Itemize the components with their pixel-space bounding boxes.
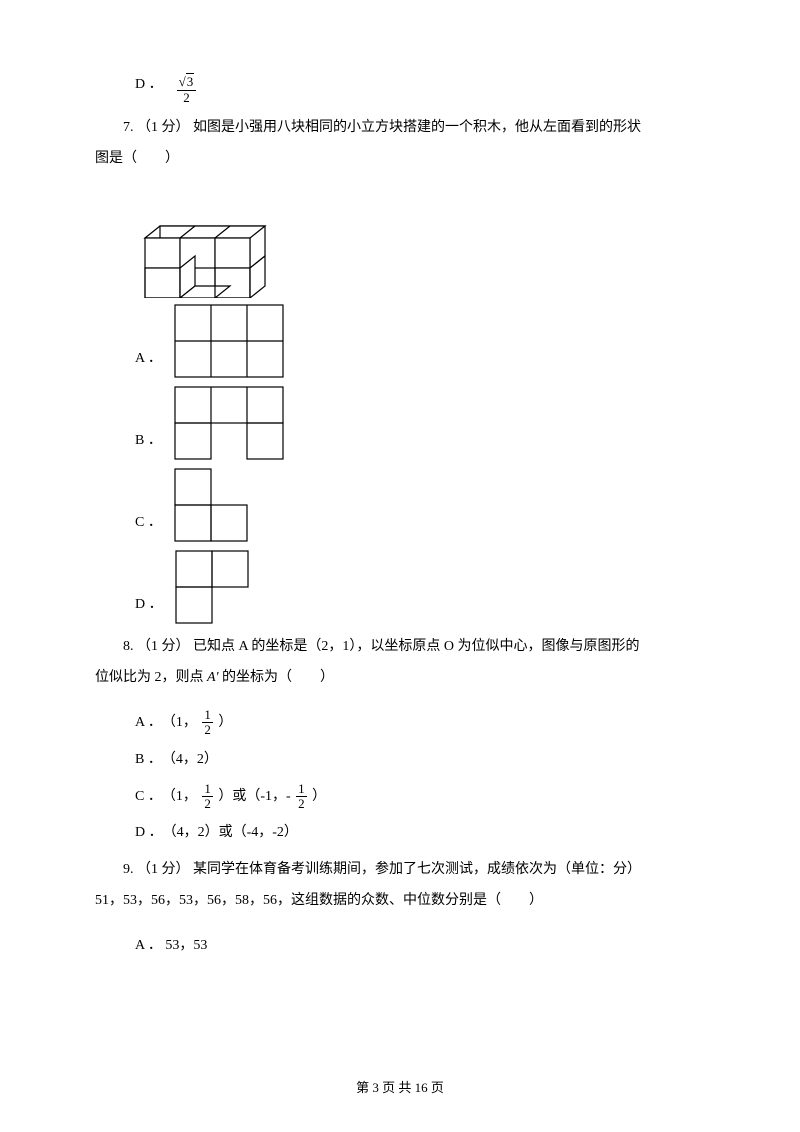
q7-figure xyxy=(95,188,705,298)
q7-text: 如图是小强用八块相同的小立方块搭建的一个积木，他从左面看到的形状 xyxy=(193,120,641,135)
q8-option-c: C ． （1， 12 ）或（-1，- 12 ） xyxy=(95,782,705,813)
q8-optC-3: ） xyxy=(312,789,326,804)
q6-optD-label: D ． xyxy=(135,70,163,105)
q7-optB-grid xyxy=(174,386,284,460)
q8-text1: 已知点 A 的坐标是（2，1），以坐标原点 O 为位似中心，图像与原图形的 xyxy=(193,639,639,654)
q9-stem-line1: 9. （1 分） 某同学在体育备考训练期间，参加了七次测试，成绩依次为（单位：分… xyxy=(95,855,705,886)
q7-optD-grid xyxy=(175,550,249,624)
q9-option-a: A ． 53，53 xyxy=(95,931,705,962)
q8-option-a: A ． （1， 12 ） xyxy=(95,708,705,739)
q8-aprime: A' xyxy=(207,670,219,685)
q7-option-d: D ． xyxy=(95,550,705,624)
q7-optA-grid xyxy=(174,304,284,378)
q7-stem-line2: 图是（ ） xyxy=(95,144,705,175)
grid-b-svg xyxy=(174,386,284,460)
q8-option-b: B ． （4，2） xyxy=(95,745,705,776)
q7-optD-label: D ． xyxy=(135,590,163,625)
q8-optA-2: ） xyxy=(218,715,232,730)
q8-number: 8. xyxy=(123,639,134,654)
q7-optA-label: A ． xyxy=(135,344,162,379)
q8-optC-frac1: 12 xyxy=(202,782,213,812)
q8-text2b: 的坐标为（ ） xyxy=(219,670,335,685)
q9-stem-line2: 51，53，56，53，56，58，56，这组数据的众数、中位数分别是（ ） xyxy=(95,886,705,917)
q8-optA-1: A ． （1， xyxy=(135,715,197,730)
q8-text2a: 位似比为 2，则点 xyxy=(95,670,207,685)
q7-stem-line1: 7. （1 分） 如图是小强用八块相同的小立方块搭建的一个积木，他从左面看到的形… xyxy=(95,113,705,144)
q6-optD-fraction: √3 2 xyxy=(177,75,197,105)
q7-option-c: C ． xyxy=(95,468,705,542)
grid-c-svg xyxy=(174,468,248,542)
cube-figure-svg xyxy=(135,188,285,298)
q7-points: （1 分） xyxy=(137,120,190,135)
q8-stem-line2: 位似比为 2，则点 A' 的坐标为（ ） xyxy=(95,663,705,694)
q7-number: 7. xyxy=(123,120,134,135)
q8-optC-1: C ． （1， xyxy=(135,789,197,804)
q9-points: （1 分） xyxy=(137,862,190,877)
q7-optB-label: B ． xyxy=(135,426,162,461)
q8-points: （1 分） xyxy=(137,639,190,654)
q7-option-b: B ． xyxy=(95,386,705,460)
grid-3x2-svg xyxy=(174,304,284,378)
page-content: D ． √3 2 7. （1 分） 如图是小强用八块相同的小立方块搭建的一个积木… xyxy=(0,0,800,1008)
q7-option-a: A ． xyxy=(95,304,705,378)
q8-optC-frac2: 12 xyxy=(296,782,307,812)
page-footer: 第 3 页 共 16 页 xyxy=(0,1077,800,1096)
q9-number: 9. xyxy=(123,862,134,877)
q7-optC-label: C ． xyxy=(135,508,162,543)
q8-optA-frac: 12 xyxy=(202,708,213,738)
q8-option-d: D ． （4，2）或（-4，-2） xyxy=(95,818,705,849)
q7-optC-grid xyxy=(174,468,248,542)
q6-option-d: D ． √3 2 xyxy=(95,70,705,105)
q8-optC-2: ）或（-1，- xyxy=(218,789,290,804)
q9-text1: 某同学在体育备考训练期间，参加了七次测试，成绩依次为（单位：分） xyxy=(193,862,641,877)
grid-d-svg xyxy=(175,550,249,624)
q8-stem-line1: 8. （1 分） 已知点 A 的坐标是（2，1），以坐标原点 O 为位似中心，图… xyxy=(95,632,705,663)
